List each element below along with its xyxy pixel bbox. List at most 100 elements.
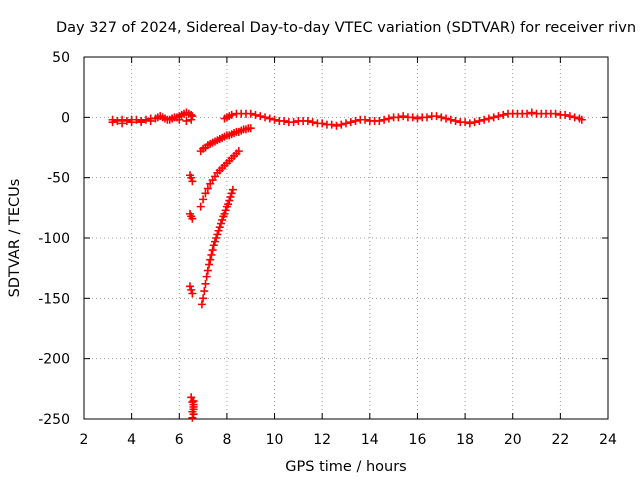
data-point [577,115,586,124]
data-point [216,219,225,228]
data-point [188,413,197,422]
data-point [220,209,229,218]
data-point [212,234,221,242]
data-point [206,255,215,264]
data-point [213,230,222,239]
data-point [499,110,508,119]
data-point [199,294,208,303]
data-point [146,116,155,125]
data-point [211,237,219,246]
data-point [437,113,446,122]
data-point [187,285,196,294]
data-point [188,112,197,121]
data-point [432,112,441,121]
data-points [108,108,586,422]
y-axis: 50 0 -50 -100 -150 -200 -250 [38,50,608,428]
x-tick-label: 6 [175,432,184,448]
data-point [523,109,532,118]
data-point [113,116,122,125]
data-point [207,250,216,259]
data-point [203,266,212,275]
data-point [188,289,197,298]
data-point [200,287,209,296]
data-point [132,115,141,124]
data-point [246,109,255,118]
data-point [265,114,274,123]
data-point [208,246,217,255]
data-point [209,241,218,250]
x-axis: 2 4 6 8 10 12 14 16 18 20 22 24 [80,57,617,448]
data-point [168,114,177,123]
data-point [270,115,279,124]
data-point [394,113,403,122]
x-tick-label: 10 [266,432,284,448]
data-point [187,115,196,124]
y-tick-label: -100 [38,231,70,247]
data-point [342,119,350,128]
data-point [480,115,489,124]
data-point [422,113,431,122]
data-point [189,405,198,414]
data-point [446,115,455,124]
y-tick-label: 0 [61,110,70,126]
data-point [225,196,234,205]
data-point [380,115,389,124]
data-point [337,120,346,129]
data-point [256,112,265,121]
data-point [199,195,208,204]
y-tick-label: 50 [52,50,70,66]
y-tick-label: -50 [47,171,70,187]
x-tick-label: 22 [551,432,569,448]
data-point [196,202,205,211]
y-tick-label: -250 [38,412,70,428]
x-tick-label: 20 [504,432,522,448]
data-point [442,114,451,123]
data-point [202,272,211,281]
data-point [327,120,336,129]
data-point [565,112,574,121]
data-point [527,108,536,117]
x-tick-label: 16 [409,432,427,448]
data-point [451,116,460,125]
y-axis-label: SDTVAR / TECUs [7,179,23,298]
x-tick-label: 24 [599,432,617,448]
plot-frame [83,56,609,420]
data-point [399,112,408,121]
data-point [175,115,184,124]
data-point [218,215,227,224]
data-point [185,282,194,291]
x-tick-label: 18 [456,432,474,448]
data-point [137,118,146,127]
data-point [308,118,317,127]
data-point [127,118,136,127]
data-point [215,223,224,232]
data-point [489,113,498,122]
data-point [246,124,255,133]
data-point [280,116,289,125]
grid [84,57,608,419]
data-point [205,260,214,269]
data-point [251,110,260,119]
data-point [375,116,384,125]
data-point [228,185,237,194]
data-point [188,214,197,223]
data-point [197,300,206,309]
y-tick-label: -150 [38,291,70,307]
data-point [461,118,470,127]
data-point [475,116,484,125]
data-point [361,115,370,124]
data-point [214,226,223,235]
data-point [203,184,212,193]
data-point [141,115,150,124]
data-point [201,279,210,288]
x-tick-label: 12 [313,432,331,448]
data-point [332,121,341,130]
data-point [108,118,117,127]
data-point [465,119,474,128]
data-point [351,116,360,125]
y-tick-label: -200 [38,352,70,368]
data-point [226,192,235,201]
x-tick-label: 2 [80,432,89,448]
data-point [318,119,327,128]
